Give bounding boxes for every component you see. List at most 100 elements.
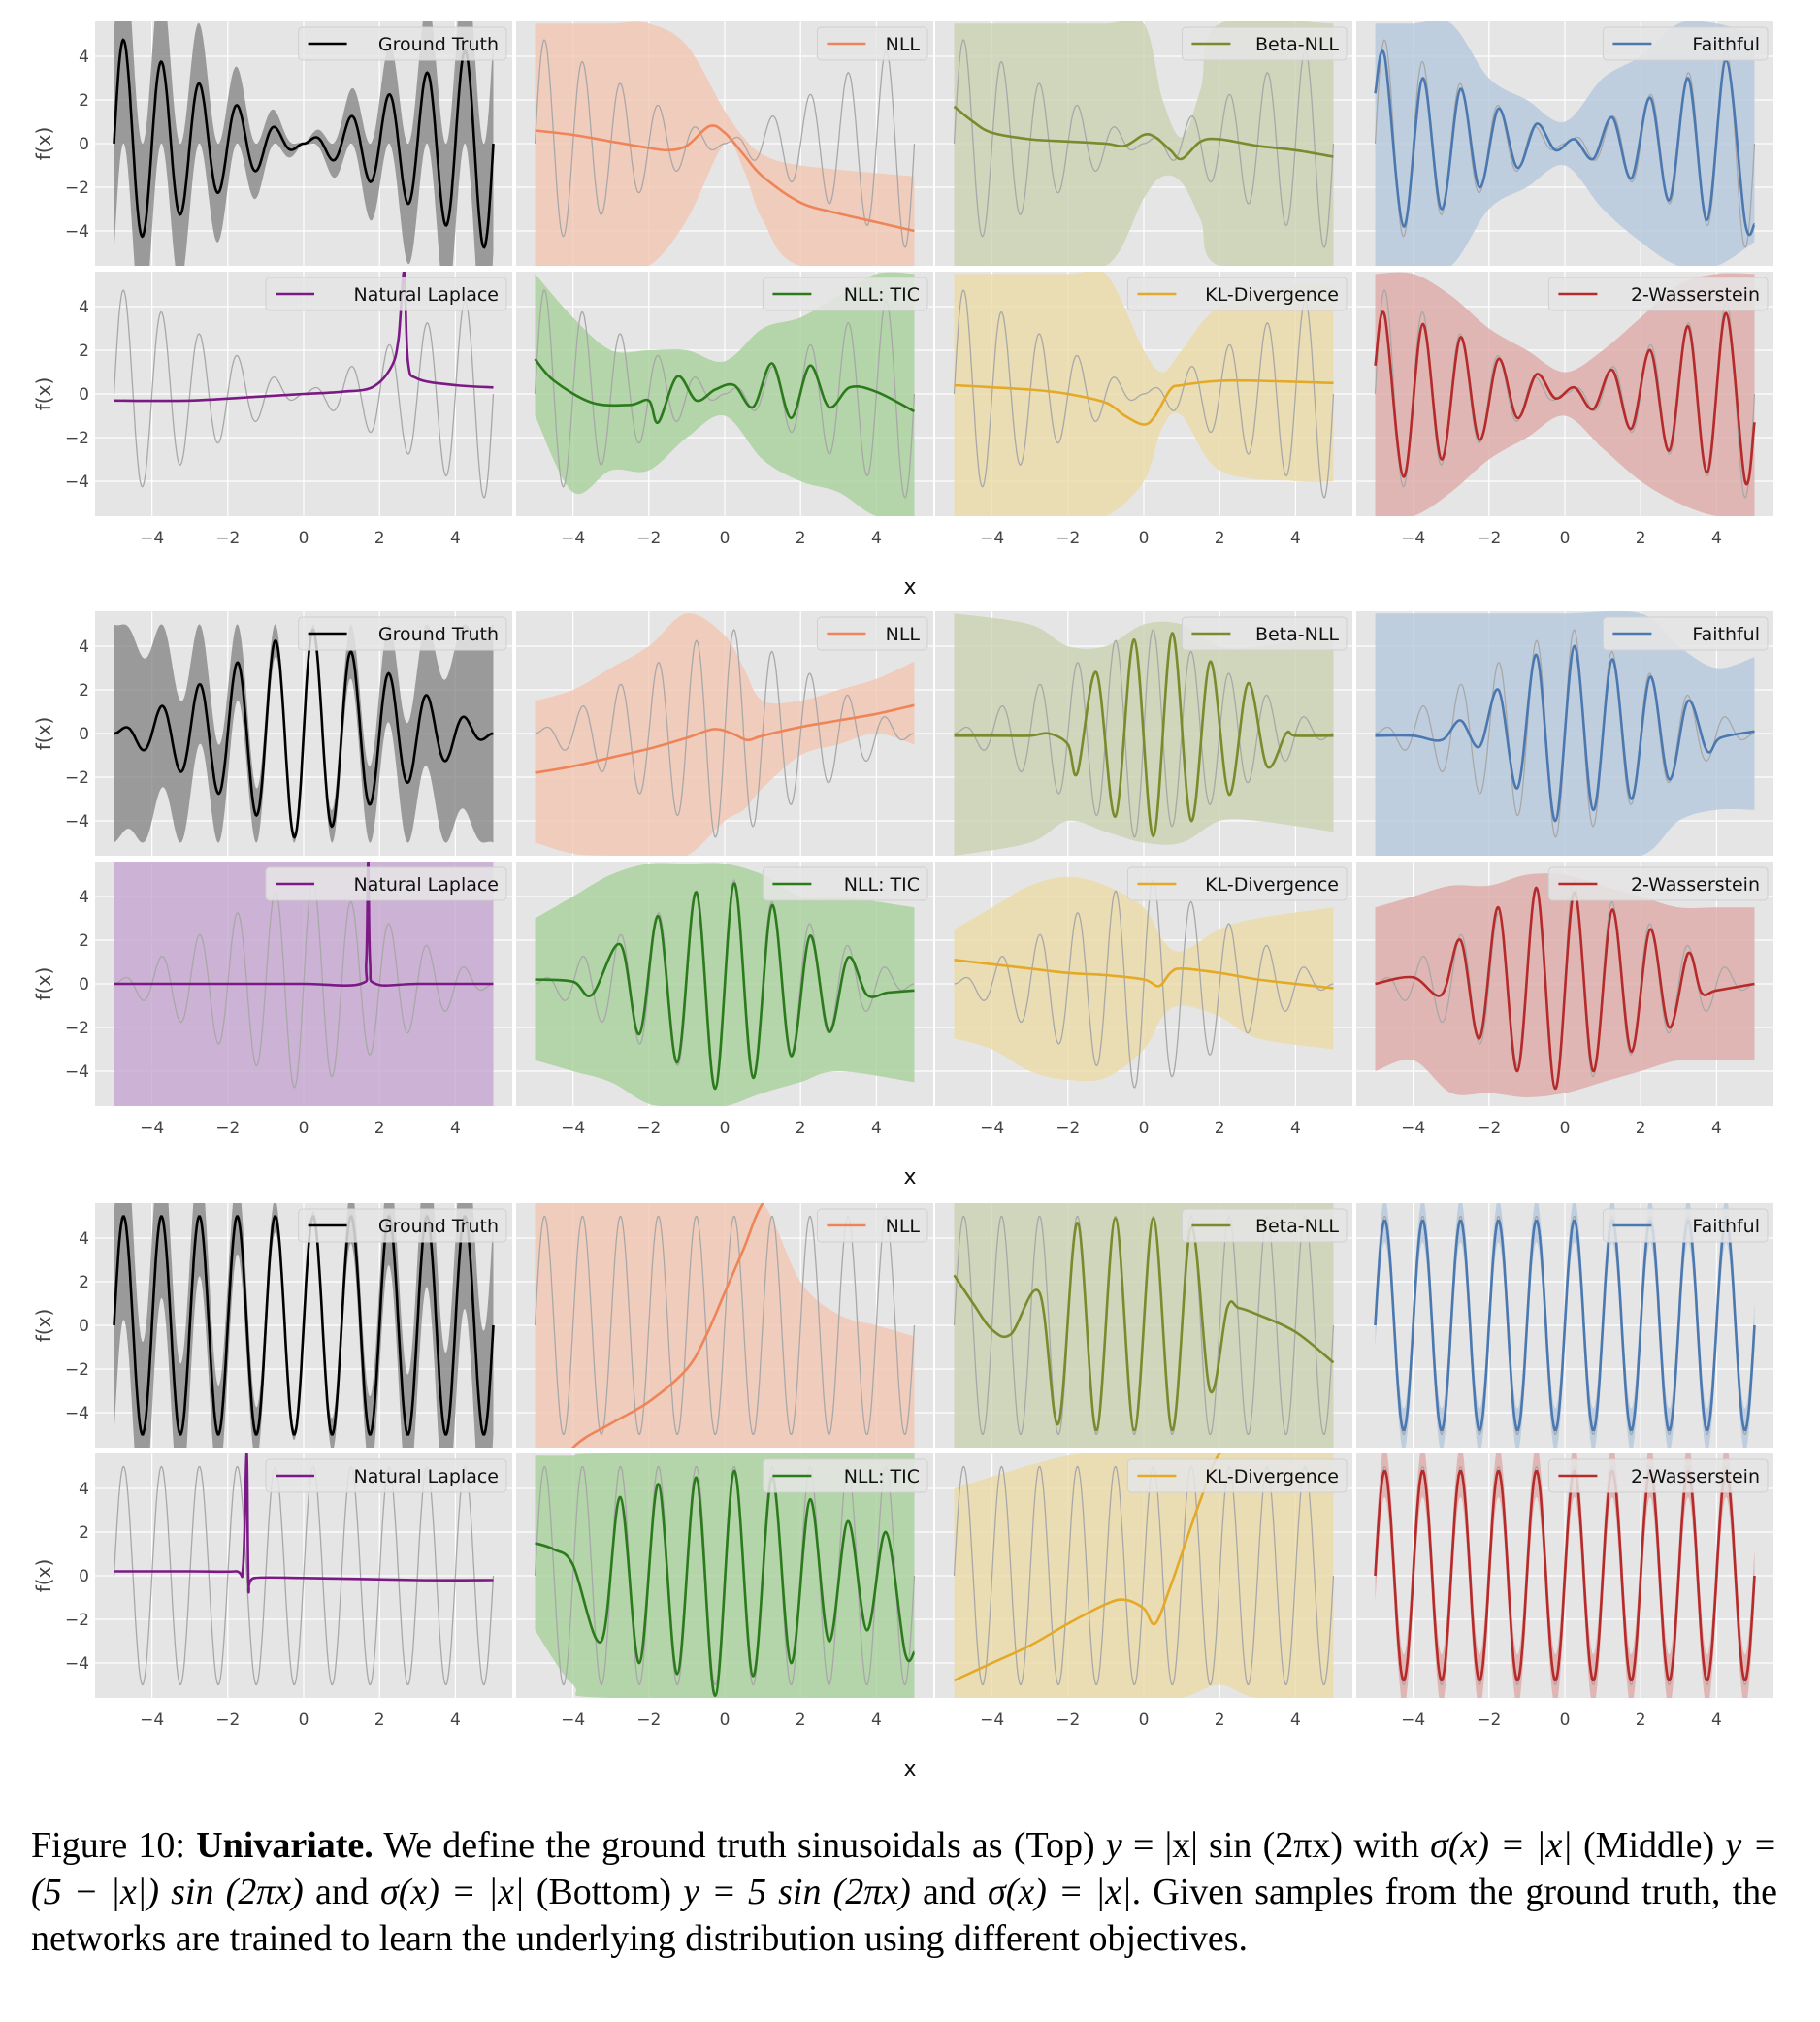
y-tick-label: −4: [65, 1654, 89, 1674]
legend: Faithful: [1602, 616, 1769, 651]
series-line-beta-nll: [953, 105, 1334, 161]
panel-top-ground-truth: Ground Truth −4 −2 0 2 4 f(x): [32, 21, 512, 266]
x-tick-label: −2: [636, 1711, 661, 1730]
x-tick-label: 4: [1711, 1711, 1722, 1730]
series-line-2-wasserstein: [1375, 886, 1755, 1091]
uncertainty-band: [114, 624, 494, 843]
legend-label: Ground Truth: [378, 624, 499, 645]
x-tick-label: 0: [299, 1119, 309, 1138]
series-line-nll-tic: [534, 358, 916, 424]
y-axis-label: f(x): [32, 1309, 55, 1342]
legend: KL-Divergence: [1126, 866, 1348, 901]
caption-figure-number: Figure 10:: [31, 1825, 185, 1866]
legend-label: Faithful: [1692, 1216, 1760, 1237]
x-tick-label: −2: [1056, 1711, 1080, 1730]
x-tick-label: −4: [140, 1119, 164, 1138]
series-line-kl-divergence: [954, 959, 1334, 990]
y-tick-label: 2: [79, 1273, 89, 1292]
panel-bottom-nll: NLL: [516, 1203, 933, 1448]
y-tick-label: 0: [79, 1317, 89, 1336]
panel-middle-nll-tic: NLL: TIC −4 −2 0 2 4: [516, 862, 933, 1138]
x-tick-label: −2: [1056, 1119, 1080, 1138]
y-axis-label: f(x): [32, 127, 55, 160]
caption-middle-sigma: σ(x) = |x|: [379, 1872, 525, 1912]
x-tick-label: 2: [1636, 1119, 1646, 1138]
legend: Ground Truth: [298, 1208, 507, 1243]
caption-text-1: We define the ground truth sinusoidals a…: [383, 1825, 1095, 1866]
x-tick-label: 2: [796, 529, 806, 548]
x-tick-label: 4: [871, 529, 882, 548]
legend: Natural Laplace: [265, 1458, 507, 1493]
y-axis-label: f(x): [32, 377, 55, 410]
ground-truth-reference-line: [534, 39, 916, 248]
y-tick-label: 0: [79, 975, 89, 995]
y-tick-label: −2: [65, 1019, 89, 1038]
legend: NLL: TIC: [762, 1458, 928, 1493]
legend: NLL: [816, 616, 928, 651]
caption-and-2: and: [910, 1872, 988, 1912]
x-tick-label: −2: [1477, 1711, 1501, 1730]
legend: Faithful: [1602, 26, 1769, 61]
y-tick-label: 4: [79, 1229, 89, 1249]
x-tick-label: −4: [980, 529, 1004, 548]
y-tick-label: 4: [79, 298, 89, 317]
x-tick-label: −4: [140, 529, 164, 548]
legend: Ground Truth: [298, 26, 507, 61]
panel-middle-kl-divergence: KL-Divergence −4 −2 0 2 4: [935, 862, 1352, 1138]
x-tick-label: −2: [636, 529, 661, 548]
legend-box: [1602, 26, 1769, 61]
x-tick-label: 0: [299, 1711, 309, 1730]
x-tick-label: 2: [796, 1711, 806, 1730]
legend-label: 2-Wasserstein: [1631, 284, 1760, 306]
series-line-beta-nll: [954, 632, 1334, 838]
legend-box: [1602, 616, 1769, 651]
panel-bottom-nll-tic: NLL: TIC −4 −2 0 2 4: [516, 1453, 933, 1730]
legend-label: Faithful: [1692, 34, 1760, 55]
caption-top-equation: = |x| sin (2πx): [1121, 1825, 1354, 1866]
series-line-nll-tic: [535, 1469, 916, 1698]
panel-top-kl-divergence: KL-Divergence −4 −2 0 2 4: [935, 272, 1352, 548]
x-axis-label: x: [903, 1757, 916, 1781]
x-tick-label: 0: [299, 529, 309, 548]
caption-text-2: . Given samples from the ground truth, t…: [31, 1872, 1777, 1959]
legend-label: NLL: TIC: [844, 284, 920, 306]
ground-truth-reference-line: [535, 629, 915, 838]
panel-middle-beta-nll: Beta-NLL: [935, 611, 1352, 856]
x-tick-label: −4: [1401, 1711, 1425, 1730]
y-tick-label: −2: [65, 768, 89, 788]
x-tick-label: 0: [1560, 1119, 1571, 1138]
x-tick-label: 2: [1215, 1711, 1225, 1730]
panel-top-nll-tic: NLL: TIC −4 −2 0 2 4: [516, 272, 933, 548]
x-tick-label: −4: [561, 1119, 585, 1138]
legend-label: Natural Laplace: [354, 874, 499, 896]
x-tick-label: 4: [1290, 1119, 1301, 1138]
series-line-beta-nll: [953, 1217, 1335, 1432]
x-tick-label: −2: [636, 1119, 661, 1138]
x-axis-label: x: [903, 1165, 916, 1190]
x-tick-label: −4: [1401, 1119, 1425, 1138]
legend-label: Natural Laplace: [354, 1466, 499, 1487]
y-tick-label: 2: [79, 1523, 89, 1543]
caption-top-sigma: σ(x) = |x|: [1430, 1825, 1573, 1866]
x-tick-label: −2: [1477, 1119, 1501, 1138]
x-tick-label: 0: [1139, 1711, 1150, 1730]
legend-label: 2-Wasserstein: [1631, 1466, 1760, 1487]
chart-group-bottom: Ground Truth −4 −2 0 2 4 f(x) NLL Beta-NLL Faithf…: [32, 1203, 1773, 1781]
legend: Natural Laplace: [265, 866, 507, 901]
y-axis-label: f(x): [32, 1559, 55, 1592]
x-tick-label: 2: [1215, 1119, 1225, 1138]
y-tick-label: −2: [65, 1360, 89, 1380]
y-tick-label: −2: [65, 429, 89, 448]
x-tick-label: 4: [871, 1119, 882, 1138]
legend-box: [816, 26, 928, 61]
legend-box: [265, 277, 507, 311]
caption-middle-equation: y = (5 − |x|) sin (2πx): [31, 1825, 1778, 1912]
legend-box: [1126, 277, 1348, 311]
legend-label: NLL: [886, 624, 921, 645]
legend-box: [762, 277, 928, 311]
panel-middle-ground-truth: Ground Truth −4 −2 0 2 4 f(x): [32, 611, 512, 856]
x-tick-label: −2: [215, 1711, 240, 1730]
x-tick-label: 4: [450, 1119, 461, 1138]
legend: KL-Divergence: [1126, 1458, 1348, 1493]
legend-label: Beta-NLL: [1255, 34, 1339, 55]
